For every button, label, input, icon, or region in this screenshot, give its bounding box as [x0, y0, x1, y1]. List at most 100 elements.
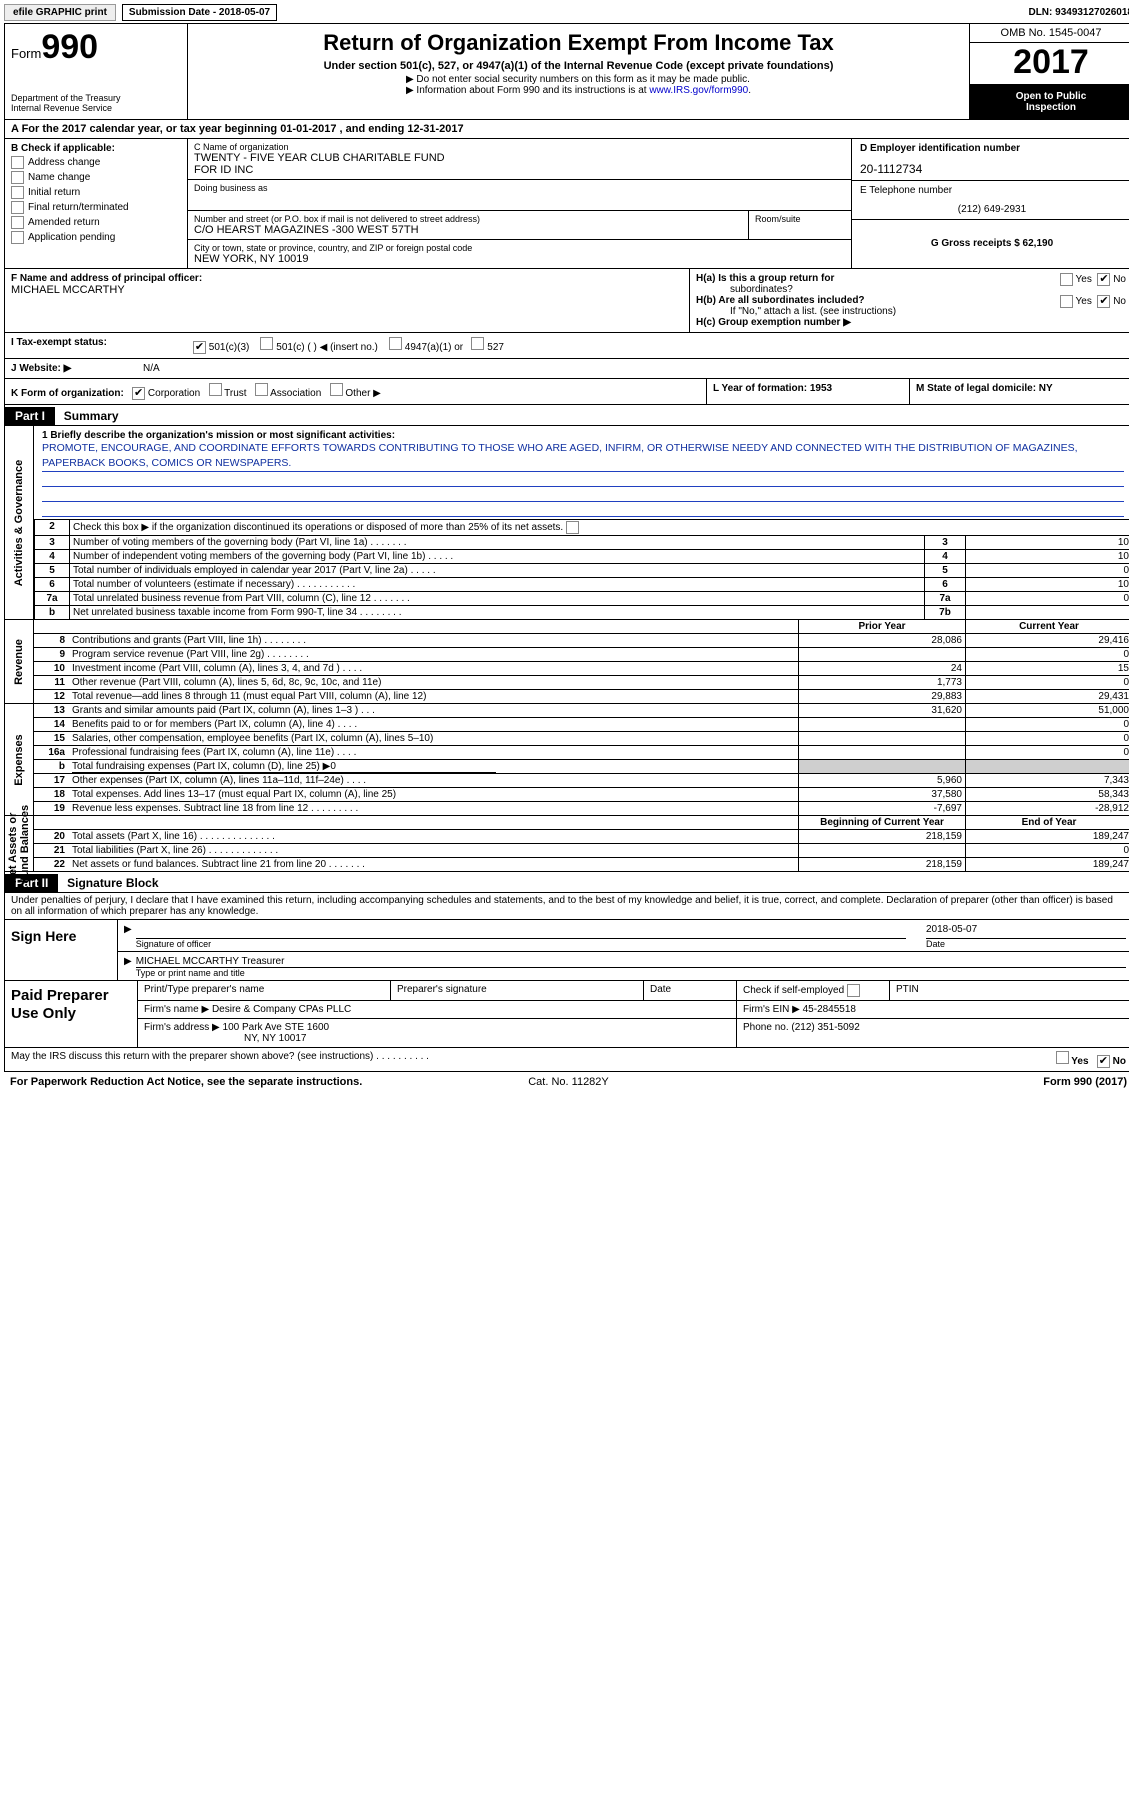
lbl-address-change: Address change	[28, 157, 100, 168]
side-governance: Activities & Governance	[5, 426, 34, 619]
section-j-label: J Website: ▶	[5, 359, 137, 378]
city-value: NEW YORK, NY 10019	[194, 253, 845, 265]
form-title: Return of Organization Exempt From Incom…	[198, 30, 959, 56]
dln: DLN: 93493127026018	[1028, 7, 1129, 18]
firm-addr-label: Firm's address ▶	[144, 1022, 220, 1033]
irs-form990-link[interactable]: www.IRS.gov/form990	[649, 85, 748, 96]
form-prefix: Form	[11, 46, 41, 61]
form-number: 990	[41, 28, 98, 66]
ha-no[interactable]	[1097, 273, 1110, 286]
chk-4947[interactable]	[389, 337, 402, 350]
firm-addr1: 100 Park Ave STE 1600	[223, 1022, 330, 1033]
chk-initial-return[interactable]	[11, 186, 24, 199]
footer-right: Form 990 (2017)	[1043, 1076, 1127, 1088]
mission-label: 1 Briefly describe the organization's mi…	[42, 430, 1124, 441]
gross-receipts: G Gross receipts $ 62,190	[860, 238, 1124, 249]
penalties-text: Under penalties of perjury, I declare th…	[5, 893, 1129, 919]
dept-treasury: Department of the Treasury	[11, 93, 181, 103]
section-m: M State of legal domicile: NY	[910, 379, 1129, 404]
chk-trust[interactable]	[209, 383, 222, 396]
sign-here-label: Sign Here	[5, 920, 118, 980]
side-netassets: Net Assets orFund Balances	[5, 816, 34, 871]
room-label: Room/suite	[755, 214, 845, 224]
chk-final-return[interactable]	[11, 201, 24, 214]
firm-name-label: Firm's name ▶	[144, 1004, 209, 1015]
discuss-no[interactable]	[1097, 1055, 1110, 1068]
officer-signed-name: MICHAEL MCCARTHY Treasurer	[136, 956, 1126, 968]
type-name-label: Type or print name and title	[136, 968, 1126, 978]
expenses-table: 13Grants and similar amounts paid (Part …	[34, 704, 1129, 815]
omb-number: OMB No. 1545-0047	[970, 24, 1129, 43]
chk-name-change[interactable]	[11, 171, 24, 184]
prep-date-label: Date	[644, 981, 737, 1001]
firm-addr2: NY, NY 10017	[144, 1033, 306, 1044]
prep-sig-label: Preparer's signature	[391, 981, 644, 1001]
chk-assoc[interactable]	[255, 383, 268, 396]
chk-501c[interactable]	[260, 337, 273, 350]
website-value: N/A	[137, 359, 1129, 378]
footer-left: For Paperwork Reduction Act Notice, see …	[10, 1076, 362, 1088]
firm-ein-label: Firm's EIN ▶	[743, 1004, 800, 1015]
efile-print-button[interactable]: efile GRAPHIC print	[4, 4, 116, 21]
side-expenses: Expenses	[5, 704, 34, 815]
section-k: K Form of organization: Corporation Trus…	[5, 379, 707, 404]
part2-title: Signature Block	[61, 876, 158, 890]
paid-preparer-label: Paid Preparer Use Only	[5, 981, 138, 1047]
discuss-yes[interactable]	[1056, 1051, 1069, 1064]
firm-name: Desire & Company CPAs PLLC	[212, 1004, 351, 1015]
row-a-tax-year: A For the 2017 calendar year, or tax yea…	[5, 120, 1129, 139]
section-l: L Year of formation: 1953	[707, 379, 910, 404]
discuss-text: May the IRS discuss this return with the…	[11, 1051, 429, 1068]
governance-table: 2Check this box ▶ if the organization di…	[34, 519, 1129, 619]
revenue-table: Prior YearCurrent Year 8Contributions an…	[34, 620, 1129, 703]
prep-name-label: Print/Type preparer's name	[138, 981, 391, 1001]
chk-527[interactable]	[471, 337, 484, 350]
phone-label: E Telephone number	[860, 185, 1124, 196]
sig-date-value: 2018-05-07	[926, 924, 1126, 939]
footer-center: Cat. No. 11282Y	[528, 1076, 609, 1088]
preparer-table: Print/Type preparer's name Preparer's si…	[138, 981, 1129, 1047]
org-name-label: C Name of organization	[194, 142, 845, 152]
arrow-icon	[124, 924, 136, 949]
mission-text: PROMOTE, ENCOURAGE, AND COORDINATE EFFOR…	[42, 441, 1124, 472]
ha-yes[interactable]	[1060, 273, 1073, 286]
side-revenue: Revenue	[5, 620, 34, 703]
hc-label: H(c) Group exemption number ▶	[696, 317, 1126, 328]
lbl-application-pending: Application pending	[28, 232, 115, 243]
officer-name: MICHAEL MCCARTHY	[11, 284, 683, 296]
part1-header: Part I	[5, 407, 55, 425]
note-info: ▶ Information about Form 990 and its ins…	[406, 85, 751, 96]
section-i-label: I Tax-exempt status:	[5, 333, 187, 358]
chk-501c3[interactable]	[193, 341, 206, 354]
lbl-final-return: Final return/terminated	[28, 202, 129, 213]
addr-value: C/O HEARST MAGAZINES -300 WEST 57TH	[194, 224, 742, 236]
arrow-icon	[124, 956, 136, 978]
chk-other[interactable]	[330, 383, 343, 396]
ptin-label: PTIN	[890, 981, 1129, 1001]
ein-value: 20-1112734	[860, 162, 1124, 176]
chk-application-pending[interactable]	[11, 231, 24, 244]
tax-exempt-options: 501(c)(3) 501(c) ( ) ◀ (insert no.) 4947…	[187, 333, 1129, 358]
addr-label: Number and street (or P.O. box if mail i…	[194, 214, 742, 224]
sig-date-label: Date	[926, 939, 1126, 949]
chk-self-employed[interactable]	[847, 984, 860, 997]
hb-label: H(b) Are all subordinates included? Yes …	[696, 295, 1126, 306]
ein-label: D Employer identification number	[860, 143, 1124, 154]
chk-address-change[interactable]	[11, 156, 24, 169]
tax-year: 2017	[970, 43, 1129, 85]
hb-yes[interactable]	[1060, 295, 1073, 308]
irs-label: Internal Revenue Service	[11, 103, 181, 113]
section-f-label: F Name and address of principal officer:	[11, 273, 683, 284]
lbl-initial-return: Initial return	[28, 187, 80, 198]
ha-label: H(a) Is this a group return for Yes No	[696, 273, 1126, 284]
chk-corp[interactable]	[132, 387, 145, 400]
section-b-label: B Check if applicable:	[11, 143, 181, 154]
city-label: City or town, state or province, country…	[194, 243, 845, 253]
part1-title: Summary	[58, 409, 119, 423]
firm-phone: (212) 351-5092	[791, 1022, 859, 1033]
chk-amended-return[interactable]	[11, 216, 24, 229]
prep-self-emp: Check if self-employed	[737, 981, 890, 1001]
form-id-box: Form990 Department of the Treasury Inter…	[5, 24, 188, 119]
chk-discontinued[interactable]	[566, 521, 579, 534]
hb-no[interactable]	[1097, 295, 1110, 308]
